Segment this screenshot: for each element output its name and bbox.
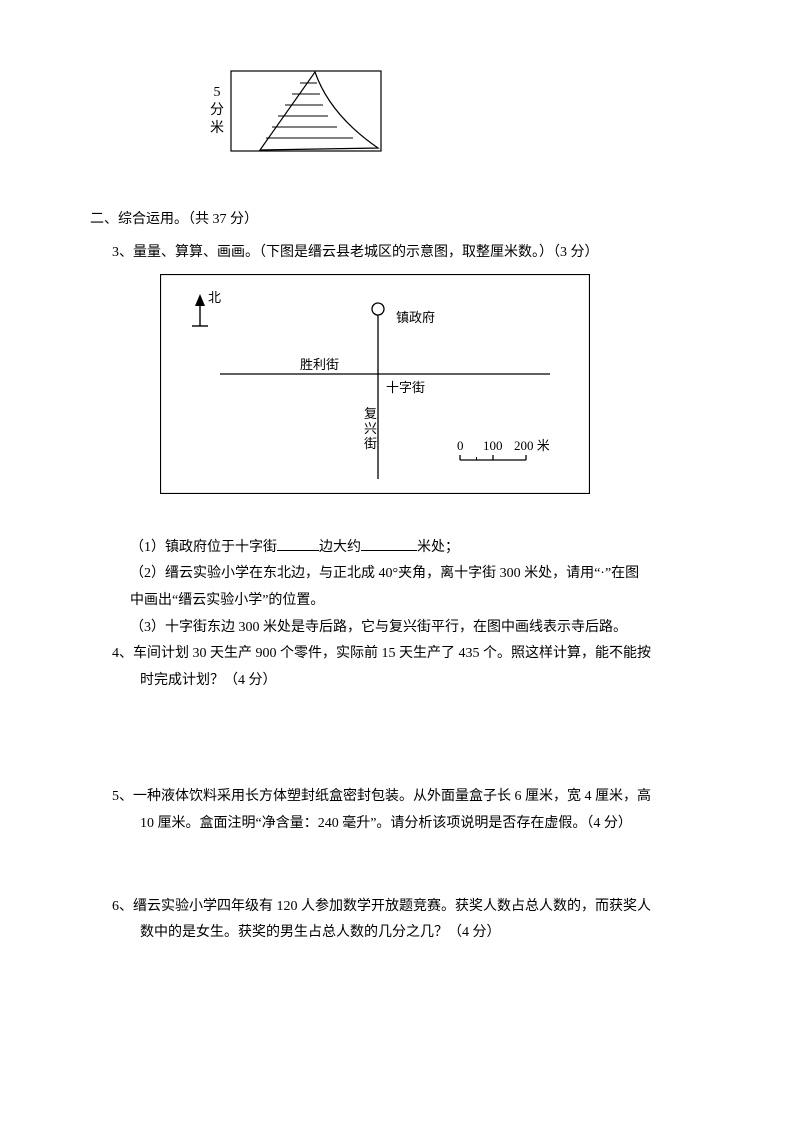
svg-text:十字街: 十字街 (386, 380, 425, 395)
map-figure: 北胜利街 镇政府十字街复兴街 0 100 200 米 (160, 274, 710, 505)
question-3: 3、量量、算算、画画。（下图是缙云县老城区的示意图，取整厘米数。）（3 分） (90, 240, 710, 267)
question-6: 6、缙云实验小学四年级有 120 人参加数学开放题竞赛。获奖人数占总人数的，而获… (90, 894, 710, 921)
question-5: 5、一种液体饮料采用长方体塑封纸盒密封包装。从外面量盒子长 6 厘米，宽 4 厘… (90, 784, 710, 811)
svg-text:胜利街: 胜利街 (300, 357, 339, 372)
text: 边大约 (319, 540, 361, 555)
question-3-sub-2: （2）缙云实验小学在东北边，与正北成 40°夹角，离十字街 300 米处，请用“… (90, 561, 710, 588)
svg-text:100: 100 (483, 438, 503, 453)
svg-text:兴: 兴 (364, 421, 377, 436)
figure-5-fenmi: 5 分 米 (210, 70, 710, 152)
map-svg: 北胜利街 镇政府十字街复兴街 0 100 200 米 (160, 274, 590, 494)
question-5-cont: 10 厘米。盒面注明“净含量：240 毫升”。请分析该项说明是否存在虚假。（4 … (90, 811, 710, 838)
question-3-sub-2-cont: 中画出“缙云实验小学”的位置。 (90, 588, 710, 615)
text: （1）镇政府位于十字街 (130, 540, 277, 555)
question-6-cont: 数中的是女生。获奖的男生占总人数的几分之几？（4 分） (90, 920, 710, 947)
svg-text:镇政府: 镇政府 (396, 310, 435, 325)
svg-text:街: 街 (364, 436, 377, 451)
figure-label-line: 米 (210, 120, 224, 138)
figure-label-line: 分 (210, 102, 224, 120)
section-2-heading: 二、综合运用。（共 37 分） (90, 207, 710, 234)
text: 米处； (417, 540, 459, 555)
question-3-sub-1: （1）镇政府位于十字街 边大约 米处； (90, 535, 710, 562)
svg-text:复: 复 (364, 406, 377, 421)
svg-text:0: 0 (457, 438, 464, 453)
svg-text:北: 北 (208, 290, 221, 305)
figure-label-line: 5 (210, 84, 224, 102)
svg-text:200 米: 200 米 (514, 438, 550, 453)
figure-label: 5 分 米 (210, 84, 224, 139)
blank-input[interactable] (277, 535, 319, 550)
question-4: 4、车间计划 30 天生产 900 个零件，实际前 15 天生产了 435 个。… (90, 641, 710, 668)
blank-input[interactable] (361, 535, 417, 550)
figure-svg (230, 70, 382, 152)
question-3-sub-3: （3）十字街东边 300 米处是寺后路，它与复兴街平行，在图中画线表示寺后路。 (90, 615, 710, 642)
question-4-cont: 时完成计划？（4 分） (90, 668, 710, 695)
